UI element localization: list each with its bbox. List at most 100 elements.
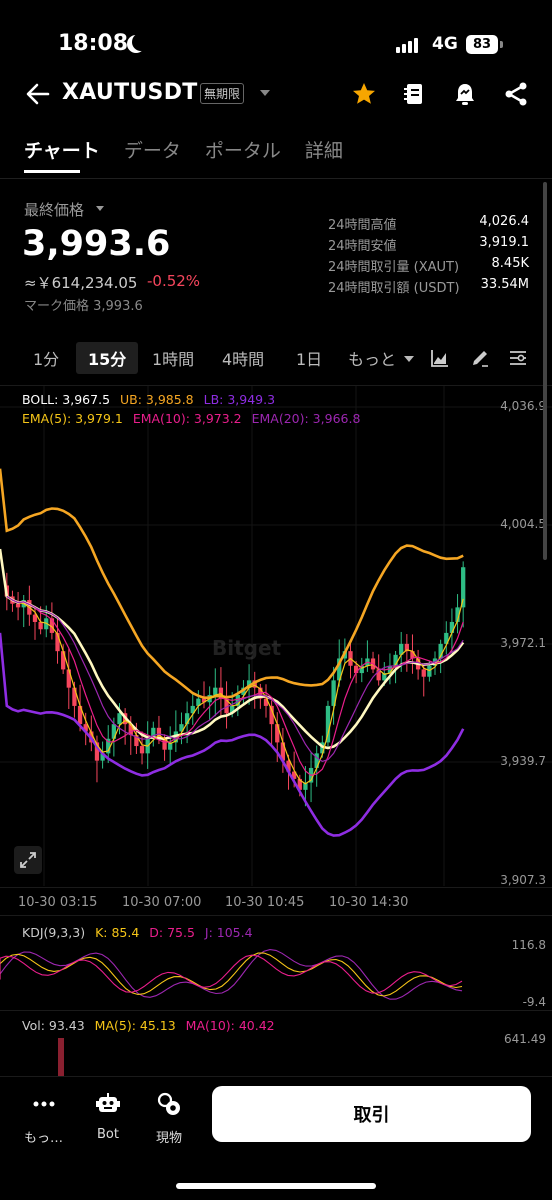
share-icon[interactable]	[502, 80, 530, 108]
chevron-down-icon[interactable]	[96, 206, 104, 211]
spot-label: 現物	[156, 1131, 183, 1146]
bot-button[interactable]: Bot	[95, 1091, 121, 1142]
kdj-j: J: 105.4	[204, 925, 253, 940]
stat-row: 24時間取引量 (XAUT) 8.45K	[328, 256, 529, 277]
tab-details[interactable]: 詳細	[304, 140, 343, 162]
candle-body	[410, 651, 415, 659]
main-tabs: チャート データ ポータル 詳細	[24, 136, 343, 173]
candle-body	[139, 746, 145, 754]
coins-icon	[157, 1092, 180, 1115]
interval-1d[interactable]: 1日	[296, 350, 323, 369]
chevron-down-icon[interactable]	[404, 356, 414, 362]
candle-body	[382, 673, 387, 681]
network-type: 4G	[432, 34, 458, 54]
kdj-axis-label: -9.4	[522, 995, 546, 1009]
more-label: もっ…	[24, 1131, 64, 1146]
candle-body	[32, 614, 38, 622]
divider	[0, 385, 552, 386]
candle-body	[325, 705, 331, 743]
candle-body	[269, 705, 274, 725]
tab-chart[interactable]: チャート	[24, 136, 100, 173]
interval-1h[interactable]: 1時間	[152, 350, 195, 369]
robot-icon	[96, 1093, 120, 1112]
chevron-down-icon[interactable]	[260, 90, 270, 96]
notebook-icon[interactable]	[400, 80, 428, 108]
stat-label: 24時間安値	[328, 239, 397, 254]
candle-body	[359, 665, 364, 674]
boll-value: BOLL: 3,967.5	[22, 392, 111, 407]
boll-legend: BOLL: 3,967.5 UB: 3,985.8 LB: 3,949.3	[22, 392, 281, 407]
ema5-value: EMA(5): 3,979.1	[22, 411, 123, 426]
stats-panel: 24時間高値 4,026.4 24時間安値 3,919.1 24時間取引量 (XAU…	[328, 214, 529, 298]
more-dots-icon	[33, 1101, 54, 1107]
candle-body	[275, 724, 280, 743]
candle-body	[263, 698, 269, 706]
spot-button[interactable]: 現物	[156, 1091, 182, 1146]
contract-badge: 無期限	[200, 83, 245, 104]
kline-chart[interactable]	[0, 386, 552, 1076]
stat-value: 8.45K	[491, 256, 529, 271]
stat-value: 4,026.4	[479, 214, 529, 229]
interval-1m[interactable]: 1分	[33, 350, 60, 369]
candle-body	[331, 680, 336, 706]
candle-body	[314, 753, 319, 768]
candle-body	[38, 621, 43, 630]
candle-body	[72, 687, 77, 706]
stat-row: 24時間高値 4,026.4	[328, 214, 529, 235]
tab-data[interactable]: データ	[123, 140, 181, 162]
candle-body	[190, 705, 195, 714]
battery-icon: 83	[466, 35, 503, 54]
candle-body	[151, 727, 156, 739]
more-button[interactable]: もっ…	[24, 1091, 63, 1146]
draw-pen-icon[interactable]	[470, 348, 490, 368]
last-price-label[interactable]: 最終価格	[24, 201, 85, 219]
candle-body	[61, 651, 66, 670]
candle-body	[449, 621, 455, 633]
fullscreen-button[interactable]	[14, 846, 42, 874]
lb-value: LB: 3,949.3	[203, 392, 276, 407]
candle-body	[404, 643, 409, 652]
stat-row: 24時間安値 3,919.1	[328, 235, 529, 256]
candle-body	[399, 643, 404, 655]
candle-body	[111, 724, 117, 739]
indicator-chart-icon[interactable]	[430, 348, 450, 368]
tab-portal[interactable]: ポータル	[204, 140, 281, 162]
ema10-value: EMA(10): 3,973.2	[132, 411, 242, 426]
candle-body	[162, 738, 167, 750]
kdj-d: D: 75.5	[149, 925, 195, 940]
star-icon[interactable]	[350, 80, 378, 108]
candle-body	[393, 654, 398, 666]
candle-body	[421, 669, 426, 677]
stat-label: 24時間高値	[328, 218, 397, 233]
interval-15m[interactable]: 15分	[76, 342, 139, 374]
scrollbar[interactable]	[543, 182, 547, 560]
candle-body	[353, 665, 359, 674]
time-axis-label: 10-30 07:00	[122, 895, 202, 910]
candle-body	[376, 669, 381, 681]
candle-body	[252, 680, 257, 688]
price-axis-label: 3,907.3	[500, 873, 546, 887]
settings-sliders-icon[interactable]	[508, 348, 528, 368]
trade-button[interactable]: 取引	[212, 1086, 531, 1142]
candle-body	[230, 705, 235, 714]
time-axis-label: 10-30 14:30	[329, 895, 409, 910]
interval-4h[interactable]: 4時間	[222, 350, 265, 369]
candle-body	[128, 724, 133, 736]
mark-price: マーク価格 3,993.6	[24, 299, 143, 314]
bell-alert-icon[interactable]	[451, 80, 479, 108]
candle-body	[224, 698, 229, 714]
candle-body	[246, 680, 252, 688]
stat-label: 24時間取引額 (USDT)	[328, 281, 460, 296]
divider	[0, 1010, 552, 1011]
status-time: 18:08	[58, 31, 129, 56]
boll-lower-line	[0, 632, 465, 837]
interval-bar: 1分 15分 1時間 4時間 1日 もっと	[0, 340, 552, 376]
pair-title[interactable]: XAUTUSDT	[62, 80, 198, 105]
watermark-logo: Bitget	[212, 636, 282, 660]
back-arrow-icon[interactable]	[24, 80, 52, 108]
kdj-axis-label: 116.8	[511, 938, 546, 952]
interval-more[interactable]: もっと	[348, 350, 397, 369]
vol-ma10: MA(10): 40.42	[185, 1018, 275, 1033]
candle-body	[280, 742, 286, 761]
expand-icon	[20, 852, 36, 868]
